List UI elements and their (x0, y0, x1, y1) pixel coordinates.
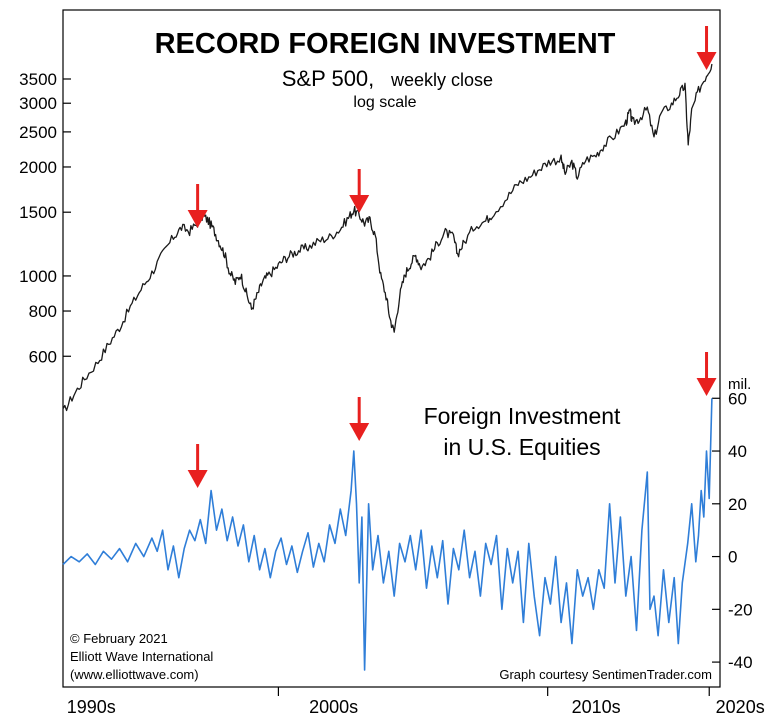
foreign-investment-line (62, 398, 713, 671)
annotation-arrows (187, 26, 717, 488)
x-tick-label: 2000s (309, 697, 358, 717)
x-tick-label: 2020s (716, 697, 765, 717)
lower-peak-arrow (349, 397, 370, 441)
foreign-investment-series (62, 398, 713, 671)
lower-y-tick-label: 60 (728, 389, 747, 408)
lower-y-tick-label: 40 (728, 442, 747, 461)
credit-line-3: (www.elliottwave.com) (70, 667, 199, 682)
sp500-line (62, 63, 713, 412)
upper-y-tick-label: 2500 (19, 123, 57, 142)
lower-series-title-line1: Foreign Investment (424, 403, 621, 429)
credit-line-1: © February 2021 (70, 631, 168, 646)
source-credit: Graph courtesy SentimenTrader.com (499, 667, 712, 682)
lower-y-tick-label: -40 (728, 653, 753, 672)
upper-peak-arrow (187, 184, 208, 228)
lower-peak-arrow (187, 444, 208, 488)
upper-series-title: S&P 500, (282, 66, 375, 91)
upper-y-tick-label: 600 (29, 347, 57, 366)
lower-y-tick-label: -20 (728, 600, 753, 619)
lower-series-title-line2: in U.S. Equities (443, 434, 600, 460)
upper-series-subtitle: weekly close (390, 70, 493, 90)
lower-y-axis: -40 -20 0 20 40 60 (712, 389, 753, 672)
lower-units-label: mil. (728, 376, 751, 393)
upper-y-tick-label: 800 (29, 302, 57, 321)
scale-note: log scale (353, 94, 416, 111)
upper-peak-arrow (349, 169, 370, 213)
x-axis: 1990s 2000s 2010s 2020s (67, 687, 765, 717)
upper-y-tick-label: 1500 (19, 203, 57, 222)
x-tick-label: 2010s (572, 697, 621, 717)
upper-y-tick-label: 3500 (19, 70, 57, 89)
lower-peak-arrow (696, 352, 717, 396)
plot-frame (62, 9, 721, 688)
lower-y-tick-label: 20 (728, 495, 747, 514)
upper-y-axis: 600 800 1000 1500 2000 2500 3000 3500 (19, 70, 71, 366)
credit-line-2: Elliott Wave International (70, 649, 213, 664)
sp500-series (62, 63, 713, 412)
upper-y-tick-label: 2000 (19, 158, 57, 177)
upper-peak-arrow (696, 26, 717, 70)
chart-title: RECORD FOREIGN INVESTMENT (155, 28, 616, 60)
x-tick-label: 1990s (67, 697, 116, 717)
lower-y-tick-label: 0 (728, 548, 737, 567)
upper-y-tick-label: 3000 (19, 94, 57, 113)
upper-y-tick-label: 1000 (19, 267, 57, 286)
